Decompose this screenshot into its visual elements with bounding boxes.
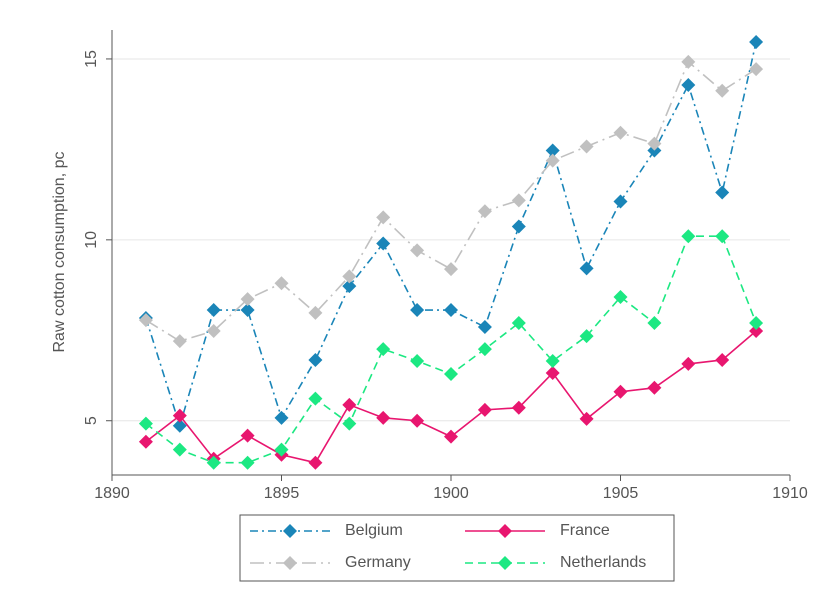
marker bbox=[545, 153, 560, 168]
marker bbox=[511, 219, 526, 234]
marker bbox=[308, 305, 323, 320]
marker bbox=[613, 290, 628, 304]
marker bbox=[410, 243, 425, 258]
marker bbox=[715, 185, 730, 200]
marker bbox=[579, 139, 594, 154]
marker bbox=[749, 34, 764, 49]
marker bbox=[444, 303, 458, 318]
marker bbox=[613, 194, 628, 209]
marker bbox=[410, 413, 425, 428]
marker bbox=[410, 354, 425, 369]
marker bbox=[579, 261, 594, 276]
marker bbox=[206, 324, 221, 339]
marker bbox=[511, 193, 526, 208]
marker bbox=[444, 429, 458, 444]
marker bbox=[477, 402, 492, 417]
marker bbox=[172, 408, 187, 423]
x-tick-label: 1895 bbox=[264, 485, 300, 502]
marker bbox=[511, 316, 526, 331]
marker bbox=[444, 367, 458, 382]
marker bbox=[240, 455, 255, 470]
marker bbox=[206, 303, 221, 318]
marker bbox=[477, 204, 492, 219]
marker bbox=[749, 316, 764, 331]
marker bbox=[342, 269, 357, 284]
legend-label: France bbox=[560, 522, 610, 539]
marker bbox=[342, 416, 357, 431]
legend-marker bbox=[283, 556, 297, 570]
marker bbox=[138, 434, 153, 449]
marker bbox=[172, 418, 187, 433]
marker bbox=[240, 292, 255, 307]
marker bbox=[681, 54, 696, 69]
marker bbox=[579, 411, 594, 426]
marker bbox=[681, 77, 696, 92]
marker bbox=[681, 229, 696, 244]
marker bbox=[308, 352, 323, 367]
marker bbox=[376, 210, 391, 225]
marker bbox=[172, 334, 187, 349]
marker bbox=[376, 342, 391, 357]
legend-box bbox=[239, 514, 675, 582]
x-tick-label: 1900 bbox=[433, 485, 469, 502]
marker bbox=[749, 324, 764, 339]
marker bbox=[138, 313, 153, 328]
marker bbox=[206, 455, 221, 470]
marker bbox=[308, 391, 323, 406]
marker bbox=[274, 410, 289, 425]
marker bbox=[376, 410, 391, 425]
marker bbox=[545, 143, 560, 158]
marker bbox=[477, 320, 492, 335]
marker bbox=[613, 125, 628, 140]
legend-marker bbox=[498, 556, 512, 570]
y-tick-label: 15 bbox=[83, 50, 100, 68]
marker bbox=[647, 136, 662, 151]
marker bbox=[749, 62, 764, 77]
marker bbox=[715, 83, 730, 98]
marker bbox=[647, 380, 662, 395]
legend-label: Netherlands bbox=[560, 554, 646, 571]
marker bbox=[240, 428, 255, 443]
x-tick-label: 1905 bbox=[603, 485, 639, 502]
y-tick-label: 10 bbox=[83, 231, 100, 249]
marker bbox=[138, 416, 153, 431]
marker bbox=[477, 342, 492, 357]
marker bbox=[511, 400, 526, 415]
marker bbox=[342, 397, 357, 412]
marker bbox=[274, 276, 289, 291]
marker bbox=[715, 229, 730, 244]
marker bbox=[613, 384, 628, 399]
y-tick-label: 5 bbox=[83, 416, 100, 425]
marker bbox=[681, 356, 696, 371]
legend-marker bbox=[283, 524, 297, 538]
marker bbox=[274, 442, 289, 457]
marker bbox=[545, 365, 560, 380]
legend-label: Belgium bbox=[345, 522, 403, 539]
y-axis-label: Raw cotton consumption, pc bbox=[51, 152, 68, 353]
marker bbox=[715, 352, 730, 367]
marker bbox=[444, 262, 458, 277]
x-tick-label: 1890 bbox=[94, 485, 130, 502]
marker bbox=[308, 455, 323, 470]
marker bbox=[342, 279, 357, 294]
x-tick-label: 1910 bbox=[772, 485, 808, 502]
marker bbox=[240, 303, 255, 318]
marker bbox=[545, 354, 560, 369]
legend-label: Germany bbox=[345, 554, 411, 571]
marker bbox=[579, 329, 594, 344]
marker bbox=[172, 442, 187, 457]
legend-marker bbox=[498, 524, 512, 538]
marker bbox=[647, 316, 662, 331]
series-line bbox=[145, 60, 757, 343]
marker bbox=[410, 303, 425, 318]
marker bbox=[376, 236, 391, 251]
